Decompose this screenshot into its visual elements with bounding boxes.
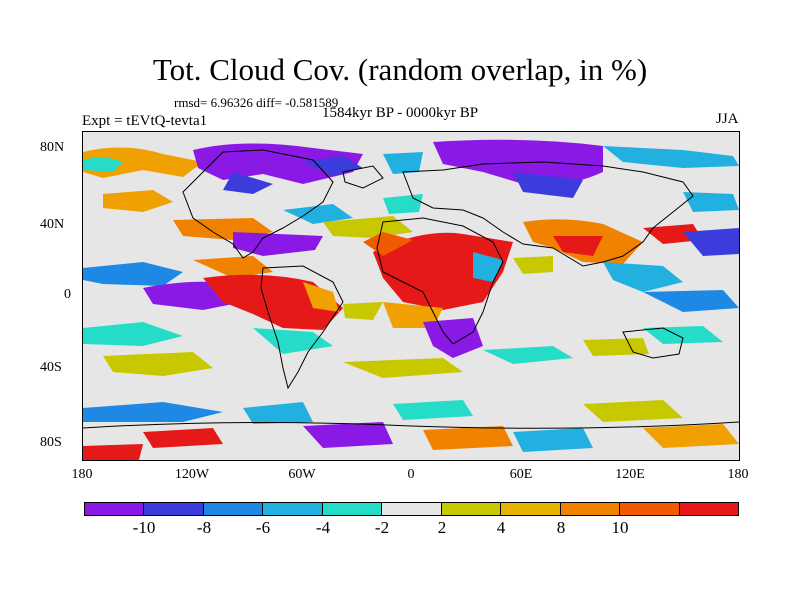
anomaly-region	[83, 444, 143, 460]
colorbar-segment	[500, 502, 561, 516]
anomaly-region	[83, 322, 183, 346]
anomaly-region	[513, 428, 593, 452]
lon-label: 180	[71, 467, 93, 482]
coastline	[622, 327, 684, 359]
coastline	[376, 217, 504, 345]
anomaly-region	[513, 172, 583, 198]
anomaly-region	[283, 204, 353, 224]
colorbar-label: 10	[611, 518, 629, 537]
anomaly-region	[393, 400, 473, 420]
lat-label: 40N	[40, 217, 65, 232]
anomaly-region	[143, 428, 223, 448]
lat-label: 80S	[40, 435, 62, 450]
colorbar-segment	[84, 502, 145, 516]
lon-label: 60E	[509, 467, 533, 482]
colorbar-segment	[440, 502, 502, 516]
stats-text: rmsd= 6.96326 diff= -0.581589	[174, 95, 339, 110]
anomaly-region	[193, 256, 273, 278]
anomaly-region	[583, 400, 683, 422]
anomaly-region	[643, 424, 739, 448]
anomaly-region	[513, 256, 553, 274]
colorbar-segment	[678, 502, 739, 516]
colorbar-segment	[143, 502, 204, 516]
anomaly-region	[423, 426, 513, 450]
colorbar-segment	[619, 502, 680, 516]
period-label: 1584kyr BP - 0000kyr BP	[322, 105, 479, 121]
map-title: Tot. Cloud Cov. (random overlap, in %)	[152, 52, 648, 87]
colorbar-label: 8	[556, 518, 566, 537]
colorbar-segment	[321, 502, 383, 516]
lon-label: 120E	[615, 467, 645, 482]
coastline	[260, 265, 344, 390]
colorbar-label: -6	[255, 518, 271, 537]
colorbar-segment	[202, 502, 264, 516]
colorbar-label: -4	[315, 518, 331, 537]
coastlines	[83, 149, 739, 429]
colorbar-label: -8	[196, 518, 212, 537]
anomaly-region	[383, 152, 423, 174]
colorbar-segment	[381, 502, 442, 516]
experiment-label: Expt = tEVtQ-tevta1	[82, 113, 208, 129]
anomaly-region	[303, 422, 393, 448]
anomaly-region	[103, 190, 173, 212]
coastline	[402, 161, 694, 267]
lon-label: 180	[727, 467, 749, 482]
anomaly-map	[82, 131, 740, 461]
anomaly-region	[83, 262, 183, 286]
anomaly-region	[643, 326, 723, 344]
anomaly-region	[243, 402, 313, 424]
anomaly-region	[383, 194, 423, 214]
anomaly-region	[473, 252, 503, 282]
anomaly-region	[343, 358, 463, 378]
anomaly-region	[683, 192, 739, 212]
colorbar-label: 4	[496, 518, 506, 537]
anomaly-region	[603, 262, 683, 292]
anomaly-region	[583, 338, 649, 356]
anomaly-region	[643, 290, 739, 312]
season-label: JJA	[716, 111, 739, 127]
colorbar	[84, 502, 739, 516]
anomaly-region	[343, 302, 383, 320]
anomaly-region	[553, 236, 603, 256]
anomaly-region	[83, 402, 223, 422]
lon-label: 120W	[174, 467, 210, 482]
colorbar-segment	[559, 502, 621, 516]
anomaly-region	[253, 328, 333, 354]
anomaly-region	[233, 232, 323, 256]
colorbar-label: -2	[374, 518, 390, 537]
colorbar-segment	[262, 502, 323, 516]
anomaly-region	[373, 232, 513, 310]
anomaly-region	[83, 157, 123, 172]
anomaly-region	[383, 302, 443, 328]
colorbar-label: 2	[437, 518, 447, 537]
anomaly-region	[643, 224, 703, 244]
lat-label: 0	[64, 287, 71, 302]
coastline	[83, 421, 739, 429]
anomaly-region	[683, 228, 739, 256]
anomaly-region	[103, 352, 213, 376]
anomaly-region	[223, 172, 273, 194]
anomaly-region	[423, 318, 483, 358]
lat-label: 80N	[40, 140, 65, 155]
coastline	[182, 149, 334, 259]
anomaly-region	[303, 282, 339, 312]
lat-label: 40S	[40, 360, 62, 375]
lon-label: 60W	[288, 467, 316, 482]
anomaly-region	[603, 146, 739, 168]
lon-label: 0	[407, 467, 415, 482]
colorbar-label: -10	[132, 518, 156, 537]
coastline	[342, 165, 384, 189]
anomaly-region	[363, 232, 413, 256]
anomaly-region	[483, 346, 573, 364]
